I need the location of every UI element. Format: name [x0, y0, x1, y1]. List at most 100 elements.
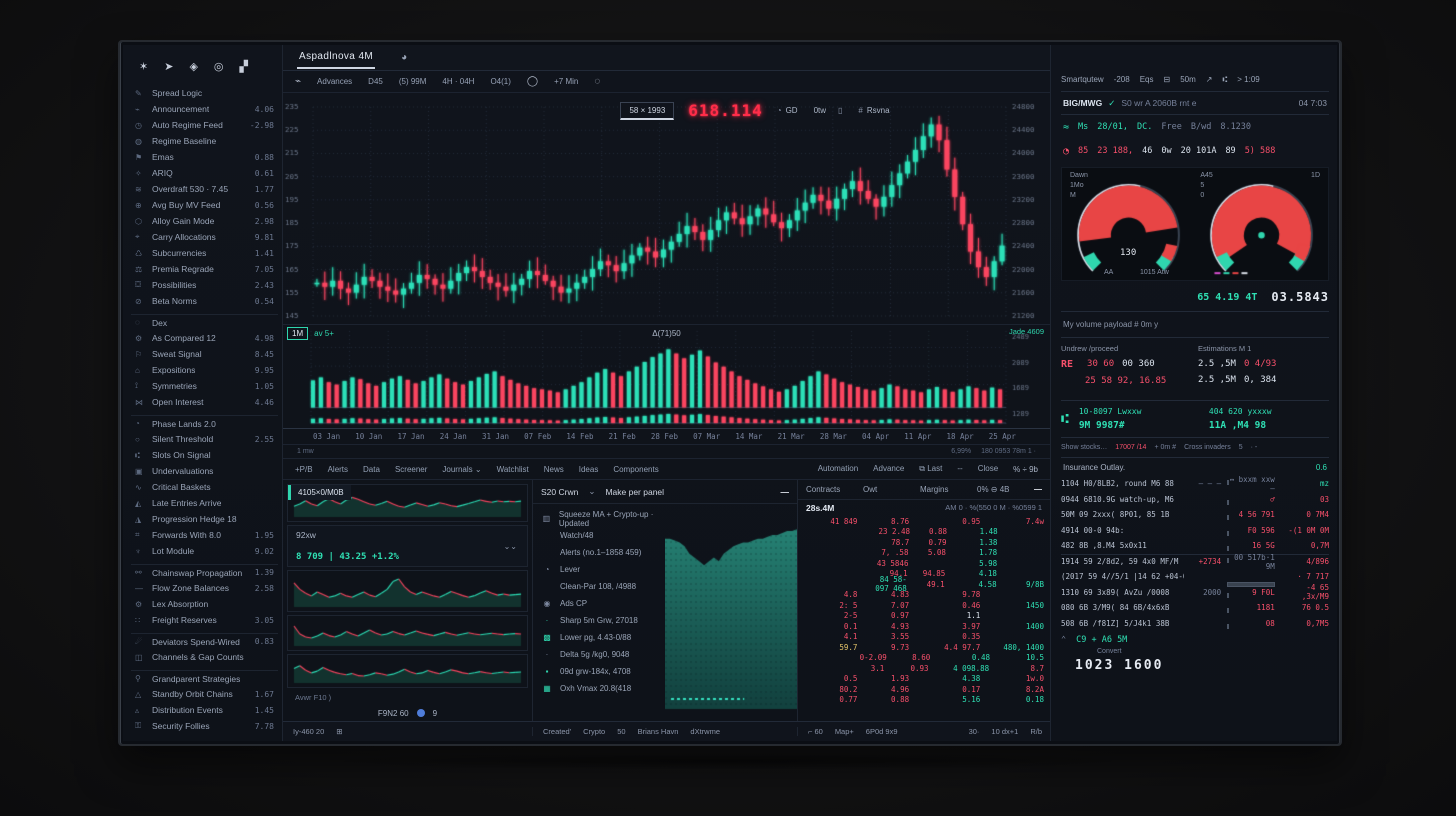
watchlist-item[interactable]: ⚙ Lex Absorption [131, 596, 278, 612]
status-item[interactable]: 6P0d 9x9 [865, 727, 898, 736]
strategy-list-item[interactable]: ▦ Oxh Vmax 20.8(418 [537, 680, 678, 697]
table-row[interactable]: 4914 00-0 94b: F0 596 -(1 0M 0M [1061, 523, 1329, 539]
status-item[interactable]: Iy-460 20 [293, 727, 325, 736]
table-row[interactable]: (2017 59 4//5/1 |14 62 +04-0 · 7 717 [1061, 569, 1329, 587]
orderbook-row[interactable]: 84 58-097 468 49.1 4.58 9/8B [802, 575, 1046, 593]
orderbook-row[interactable]: 43 5846 5.98 [802, 558, 1046, 569]
collapse-icon[interactable]: ⌃ [1061, 635, 1067, 645]
status-item[interactable]: ⌐ 60 [808, 727, 823, 736]
strategy-list-item[interactable]: Alerts (no.1–1858 459) [537, 544, 678, 561]
risk-gauge-left[interactable] [1062, 168, 1195, 280]
orderbook-row[interactable]: 7, .58 5.08 1.78 [802, 548, 1046, 559]
depth-area-chart[interactable] [665, 506, 797, 713]
strategy-list-item[interactable]: ▪ 09d grw-184x, 4708 [537, 663, 678, 680]
watchlist-item[interactable]: — Flow Zone Balances 2.58 [131, 580, 278, 596]
workspace-tab[interactable]: Data [363, 464, 380, 474]
sparkline-chart-2[interactable] [290, 573, 525, 609]
toolbar-button[interactable]: ⌁ [295, 76, 302, 87]
watchlist-item[interactable]: ⚯ Chainswap Propagation 1.39 [131, 564, 278, 580]
orderbook-col-margins[interactable]: Margins [920, 485, 949, 494]
table-row[interactable]: 0944 6810.9G watch-up, M6 ♂ 03 [1061, 492, 1329, 508]
workspace-tab[interactable]: +P/B [295, 464, 313, 474]
watchlist-item[interactable]: ⊕ Avg Buy MV Feed 0.56 [131, 197, 278, 213]
workspace-tab[interactable]: Alerts [327, 464, 349, 474]
table-row[interactable]: 50M 09 2xxx( 8P01, 85 1B 4 56 791 0 7M4 [1061, 507, 1329, 523]
filter-right[interactable]: Cross invaders [1184, 444, 1231, 451]
sidebar-tool-icon[interactable]: ◎ [213, 60, 224, 73]
watchlist-item[interactable]: ⚲ Grandparent Strategies [131, 670, 278, 686]
table-row[interactable]: 1310 69 3x89( AvZu /0008 2000 9 F0L -4 6… [1061, 583, 1329, 601]
watchlist-item[interactable]: ⚙ As Compared 12 4.98 [131, 330, 278, 346]
watchlist-item[interactable]: ⌖ Carry Allocations 9.81 [131, 229, 278, 245]
sidebar-tool-icon[interactable]: ➤ [164, 60, 174, 73]
status-item[interactable]: Created' [543, 727, 572, 736]
status-item[interactable]: Map+ [834, 727, 854, 736]
strategy-list-item[interactable]: ▥ Squeeze MA + Crypto-up · Updated [537, 510, 678, 528]
workspace-tab-right[interactable]: ⧉ Last [919, 464, 943, 473]
workspace-tab[interactable]: News [543, 464, 564, 474]
watchlist-item[interactable]: ◌ Dex [131, 314, 278, 330]
chevron-down-icon[interactable]: ⌄⌄ [503, 542, 517, 551]
toolbar-button[interactable]: ◌ [594, 76, 601, 87]
strategy-list-item[interactable]: · Sharp 5m Grw, 27018 [537, 612, 678, 629]
topbar-item[interactable]: Eqs [1139, 74, 1154, 84]
workspace-tab[interactable]: Watchlist [496, 464, 529, 474]
watchlist-item[interactable]: ◷ Auto Regime Feed -2.98 [131, 117, 278, 133]
range-selector[interactable]: 58 × 1993 [620, 101, 675, 120]
orderbook-row[interactable]: 3.1 0.93 4 098.88 8.7 [802, 663, 1046, 674]
watchlist-item[interactable]: ◮ Progression Hedge 18 [131, 511, 278, 527]
sparkline-row-4[interactable] [287, 654, 528, 688]
sparkline-row-1[interactable]: 4105×0/M0B [287, 484, 528, 522]
watchlist-item[interactable]: ⛋ Possibilities 2.43 [131, 277, 278, 293]
orderbook-row[interactable]: 2: 5 7.07 0.46 1450 [802, 600, 1046, 611]
watchlist-item[interactable]: ◭ Late Entries Arrive [131, 495, 278, 511]
time-axis[interactable]: 03 Jan 10 Jan 17 Jan 24 Jan 31 Jan 07 Feb 14 F… [283, 429, 1050, 445]
watchlist-item[interactable]: ○ Silent Threshold 2.55 [131, 431, 278, 447]
status-item[interactable]: 50 [617, 727, 626, 736]
orderbook-row[interactable]: 4.8 4.83 9.78 [802, 590, 1046, 601]
status-item[interactable]: 30· [968, 727, 980, 736]
candlestick-chart[interactable] [283, 93, 1050, 324]
topbar-item[interactable]: ⊟ [1163, 74, 1171, 84]
sidebar-tool-icon[interactable]: ▞ [239, 60, 248, 73]
orderbook-row[interactable]: 41 849 8.76 0.95 7.4w [802, 516, 1046, 527]
legend-chip[interactable]: ▯ [838, 106, 846, 115]
watchlist-item[interactable]: ⚑ Emas 0.88 [131, 149, 278, 165]
topbar-item[interactable]: > 1:09 [1237, 74, 1260, 84]
orderbook-row[interactable]: 0.77 0.88 5.16 0.18 [802, 695, 1046, 706]
legend-chip[interactable]: ◔ GD [777, 106, 798, 115]
orderbook-row[interactable]: 59.7 9.73 4.4 97.7 480, 1400 [802, 642, 1046, 653]
volume-indicator-panel[interactable]: Δ(71)50 1M av 5+ Jade 4609 [283, 325, 1050, 429]
status-item[interactable]: Brians Havn [637, 727, 679, 736]
table-row[interactable]: 1104 H0/8LB2, round M6 88 — — — ↔ bxxm x… [1061, 475, 1329, 493]
status-item[interactable]: ⊞ [336, 727, 343, 736]
toolbar-button[interactable]: ◯ [526, 76, 539, 87]
tabs-far-control[interactable]: % ÷ 9b [1013, 464, 1038, 474]
orderbook-row[interactable]: 0.1 4.93 3.97 1400 [802, 621, 1046, 632]
minimize-icon[interactable]: — [780, 486, 790, 497]
strategy-list-item[interactable]: ◔ Lever [537, 561, 678, 578]
sparkline-symbol-tag[interactable]: 4105×0/M0B [288, 485, 351, 500]
legend-chip[interactable]: # Rsvna [858, 106, 889, 115]
workspace-tab-right[interactable]: Close [977, 464, 999, 473]
watchlist-item[interactable]: ⋈ Open Interest 4.46 [131, 394, 278, 410]
watchlist-item[interactable]: ◍ Regime Baseline [131, 133, 278, 149]
orderbook-col-owt[interactable]: Owt [863, 485, 878, 494]
table-row[interactable]: 1914 59 2/8d2, 59 4x0 MF/M +2734 00 517b… [1061, 553, 1329, 571]
status-item[interactable]: Crypto [583, 727, 606, 736]
watchlist-item[interactable]: ⬡ Alloy Gain Mode 2.98 [131, 213, 278, 229]
status-item[interactable]: dXtrwme [690, 727, 721, 736]
chevron-down-icon[interactable]: ⌄ [588, 486, 596, 496]
sidebar-tool-icon[interactable]: ◈ [189, 60, 198, 73]
watchlist-item[interactable]: ⌗ Forwards With 8.0 1.95 [131, 527, 278, 543]
topbar-item[interactable]: ⑆ [1222, 74, 1228, 84]
watchlist-item[interactable]: ⚖ Premia Regrade 7.05 [131, 261, 278, 277]
minimize-icon[interactable]: — [1034, 485, 1042, 494]
toolbar-button[interactable]: Advances [317, 77, 353, 86]
orderbook-col-contracts[interactable]: Contracts [806, 485, 841, 494]
strategy-list-item[interactable]: Clean-Par 108, /4988 [537, 578, 678, 595]
watchlist-item[interactable]: ◔ Phase Lands 2.0 [131, 415, 278, 431]
watchlist-item[interactable]: ✧ ARIQ 0.61 [131, 165, 278, 181]
watchlist-item[interactable]: ♆ Lot Module 9.02 [131, 543, 278, 559]
strategy-list-item[interactable]: ◉ Ads CP [537, 595, 678, 612]
